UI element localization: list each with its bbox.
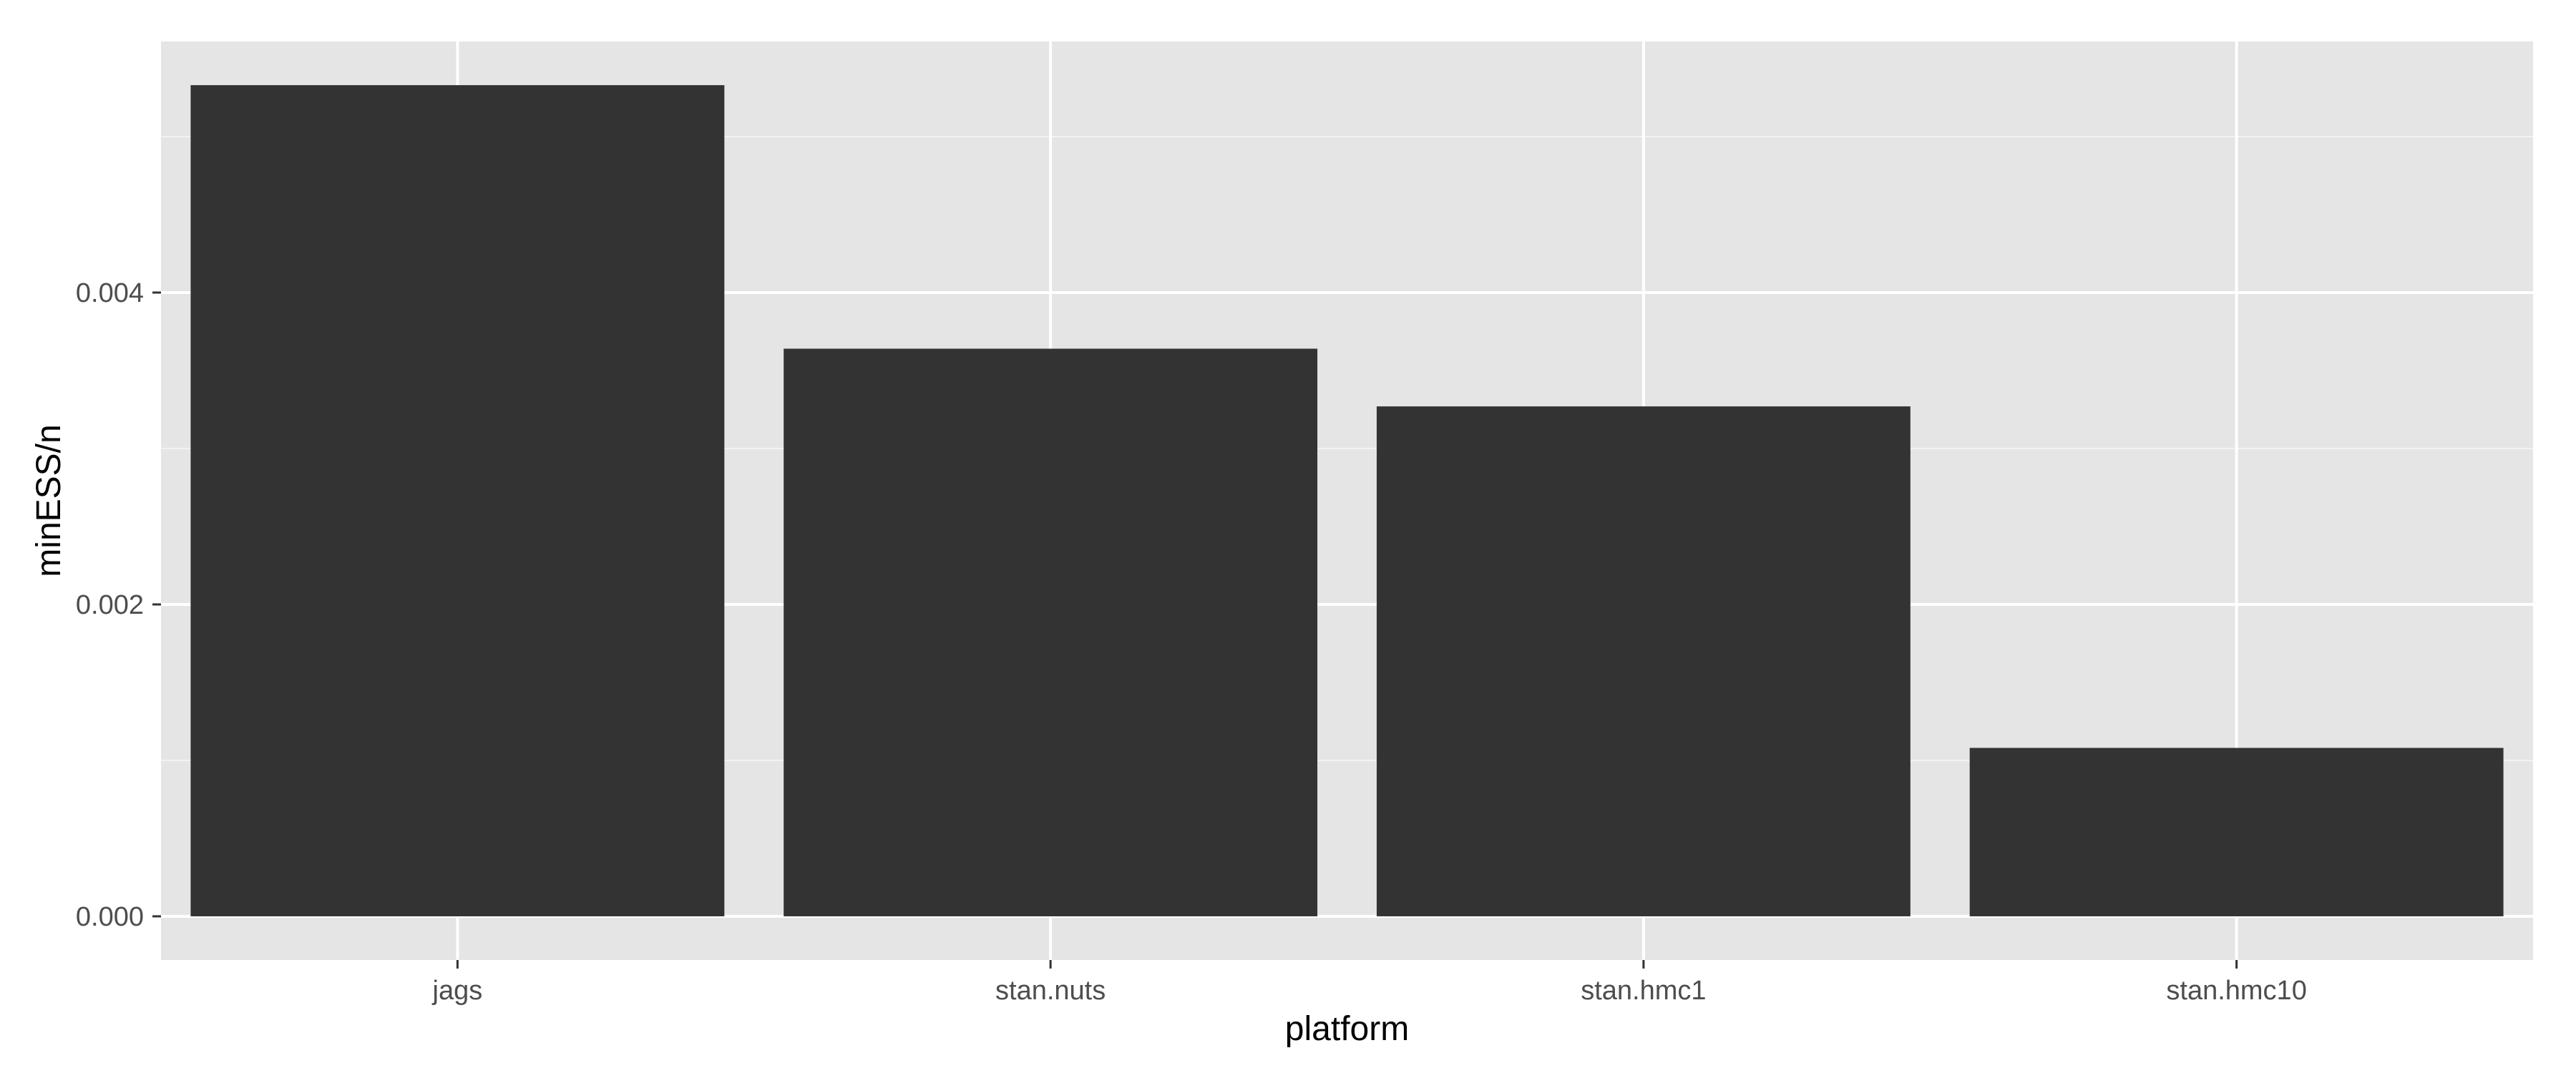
bars bbox=[190, 85, 2504, 916]
x-tick-label: stan.nuts bbox=[995, 976, 1106, 1006]
y-tick-label: 0.004 bbox=[76, 278, 144, 308]
x-tick-label: jags bbox=[432, 976, 483, 1006]
bar-jags bbox=[190, 85, 725, 916]
bar-stan-hmc10 bbox=[1969, 748, 2504, 916]
bar-stan-nuts bbox=[784, 348, 1318, 916]
y-tick-label: 0.002 bbox=[76, 590, 144, 620]
y-axis-title: minESS/n bbox=[30, 424, 68, 577]
x-axis-title: platform bbox=[1285, 1010, 1409, 1048]
y-tick-label: 0.000 bbox=[76, 902, 144, 932]
bar-stan-hmc1 bbox=[1376, 406, 1911, 916]
x-tick-label: stan.hmc10 bbox=[2166, 976, 2306, 1006]
x-tick-label: stan.hmc1 bbox=[1581, 976, 1706, 1006]
y-axis: 0.000 0.002 0.004 bbox=[76, 278, 161, 932]
x-axis: jags stan.nuts stan.hmc1 stan.hmc10 bbox=[432, 960, 2307, 1006]
